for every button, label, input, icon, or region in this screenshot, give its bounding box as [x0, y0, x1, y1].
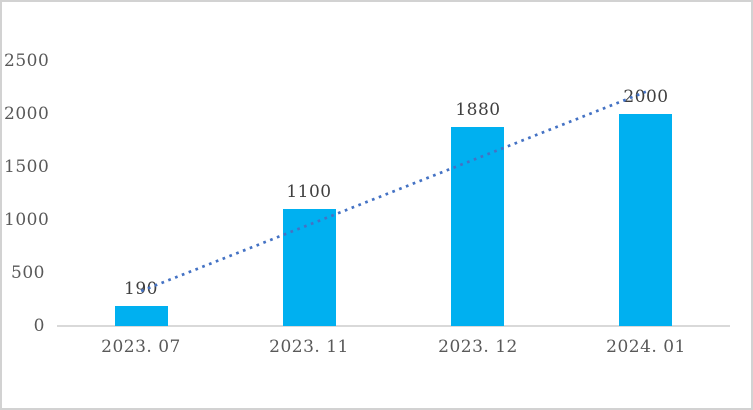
y-tick-label: 1500 — [4, 157, 50, 177]
bar-value-label: 1100 — [286, 182, 332, 202]
bar — [619, 114, 672, 326]
bar-value-label: 2000 — [623, 87, 669, 107]
y-tick-label: 2500 — [4, 51, 50, 71]
bar-value-label: 1880 — [455, 100, 501, 120]
x-category-label: 2023. 07 — [101, 337, 181, 357]
bar — [283, 209, 336, 326]
y-tick-label: 0 — [33, 316, 45, 336]
y-tick-label: 1000 — [4, 210, 50, 230]
y-tick-label: 2000 — [4, 104, 50, 124]
x-axis-line — [57, 325, 730, 327]
bar-value-label: 190 — [124, 279, 158, 299]
x-category-label: 2023. 12 — [438, 337, 518, 357]
y-tick-label: 500 — [11, 263, 45, 283]
x-category-label: 2024. 01 — [606, 337, 686, 357]
x-category-label: 2023. 11 — [269, 337, 349, 357]
bar — [115, 306, 168, 326]
trendline-segment — [140, 90, 647, 293]
bar — [451, 127, 504, 326]
